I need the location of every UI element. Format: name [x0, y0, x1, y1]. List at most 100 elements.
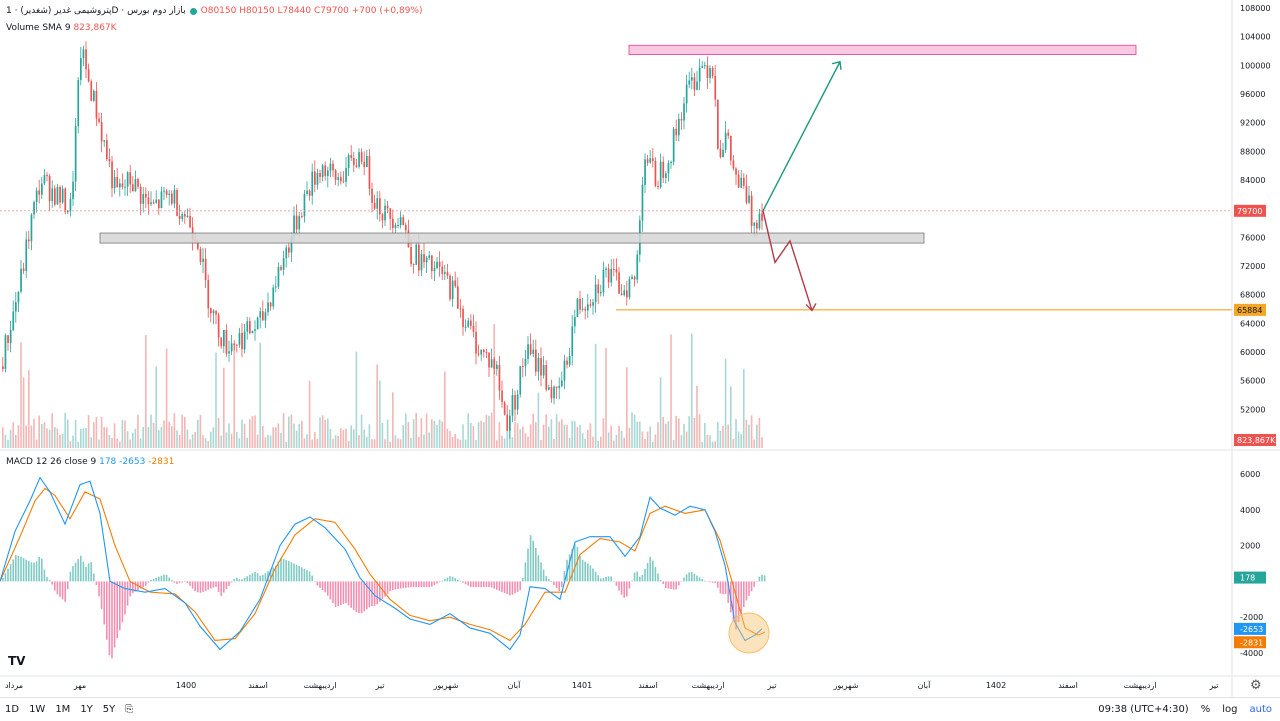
volume-bar [238, 438, 241, 448]
volume-bar [522, 426, 524, 448]
volume-bar [85, 427, 87, 448]
candle-body [207, 279, 210, 309]
volume-bar [178, 435, 181, 448]
candle-body [340, 177, 342, 182]
macd-histogram-bar [501, 581, 503, 592]
macd-histogram-bar [727, 581, 729, 603]
macd-histogram-bar [610, 576, 612, 582]
macd-histogram-bar [113, 581, 116, 648]
candle-body [522, 366, 524, 368]
macd-histogram-bar [199, 581, 202, 593]
candle-body [685, 84, 688, 104]
candle-body [503, 402, 506, 415]
candle-body [436, 261, 438, 269]
macd-histogram-bar [763, 575, 766, 582]
candle-body [571, 326, 574, 356]
candle-body [186, 215, 189, 217]
macd-histogram-bar [436, 581, 438, 584]
macd-histogram-bar [555, 581, 558, 589]
volume-bar [649, 426, 651, 448]
candle-body [41, 183, 43, 195]
volume-bar [540, 439, 542, 448]
macd-signal-axis-label-box [1234, 636, 1266, 649]
macd-histogram-bar [493, 581, 495, 589]
macd-histogram-bar [480, 581, 482, 588]
macd-histogram-bar [54, 581, 56, 591]
timeframe-1d-button[interactable]: 1D [5, 704, 20, 715]
timeframe-1w-button[interactable]: 1W [29, 704, 46, 715]
volume-bar [223, 367, 225, 448]
volume-bar [116, 438, 118, 448]
macd-histogram-bar [298, 566, 300, 582]
volume-bar [28, 370, 30, 448]
volume-bar [337, 435, 339, 448]
volume-bar [399, 439, 402, 448]
macd-histogram-bar [646, 562, 649, 582]
macd-histogram-bar [22, 558, 25, 582]
gear-icon[interactable]: ⚙ [1250, 678, 1262, 693]
volume-bar [72, 435, 74, 448]
macd-histogram-bar [139, 581, 142, 589]
time-tick-label: مهر [73, 681, 86, 690]
candle-body [197, 241, 199, 249]
percent-toggle[interactable]: % [1200, 704, 1211, 715]
volume-bar [197, 419, 199, 448]
volume-bar [592, 436, 594, 448]
macd-histogram-bar [563, 570, 566, 582]
volume-bar [293, 423, 295, 448]
candle-body [69, 199, 72, 211]
candle-body [64, 188, 67, 213]
chart-canvas[interactable]: 1080001040001000009600092000880008400080… [0, 0, 1280, 697]
volume-bar [420, 418, 423, 448]
candle-body [61, 188, 64, 203]
price-tick-label: 64000 [1240, 319, 1265, 328]
candle-body [90, 81, 93, 101]
candle-body [243, 331, 246, 350]
timeframe-5y-button[interactable]: 5Y [102, 704, 116, 715]
volume-bar [191, 434, 194, 448]
volume-bar [574, 421, 576, 448]
macd-histogram-bar [696, 575, 698, 582]
volume-bar [176, 430, 178, 448]
date-range-icon[interactable]: ⎘ [125, 704, 134, 715]
volume-bar [126, 431, 129, 448]
volume-bar [181, 414, 183, 448]
macd-histogram-bar [321, 581, 324, 591]
macd-histogram-bar [626, 581, 628, 597]
timeframe-1m-button[interactable]: 1M [55, 704, 71, 715]
candle-body [230, 343, 233, 352]
candle-body [199, 248, 202, 262]
macd-histogram-bar [332, 581, 334, 604]
volume-bar [121, 419, 124, 448]
clock-label[interactable]: 09:38 (UTC+4:30) [1098, 704, 1189, 715]
candle-body [251, 330, 254, 334]
volume-bar [415, 412, 417, 448]
candle-body [368, 155, 371, 189]
timeframe-1y-button[interactable]: 1Y [80, 704, 93, 715]
macd-histogram-bar [412, 581, 415, 588]
macd-histogram-bar [371, 581, 373, 607]
macd-histogram-bar [717, 581, 719, 588]
macd-histogram-bar [711, 581, 714, 583]
macd-histogram-bar [337, 581, 339, 607]
candle-body [717, 99, 719, 149]
macd-histogram-bar [410, 581, 412, 588]
volume-legend: Volume SMA 9 823,867K [6, 23, 117, 33]
candle-body [493, 359, 496, 369]
volume-bar [633, 414, 636, 448]
candle-body [225, 329, 228, 354]
candle-body [561, 380, 563, 387]
time-tick-label: 1401 [572, 681, 592, 690]
candle-body [30, 214, 33, 242]
volume-bar [194, 432, 196, 448]
macd-histogram-bar [462, 581, 464, 583]
volume-bar [392, 392, 394, 448]
volume-bar [301, 420, 303, 448]
macd-histogram-bar [129, 581, 131, 597]
macd-histogram-bar [615, 581, 618, 586]
auto-toggle[interactable]: auto [1249, 704, 1272, 715]
candle-body [654, 160, 657, 186]
macd-histogram-bar [173, 581, 176, 583]
candle-body [77, 79, 80, 127]
log-toggle[interactable]: log [1222, 704, 1238, 715]
